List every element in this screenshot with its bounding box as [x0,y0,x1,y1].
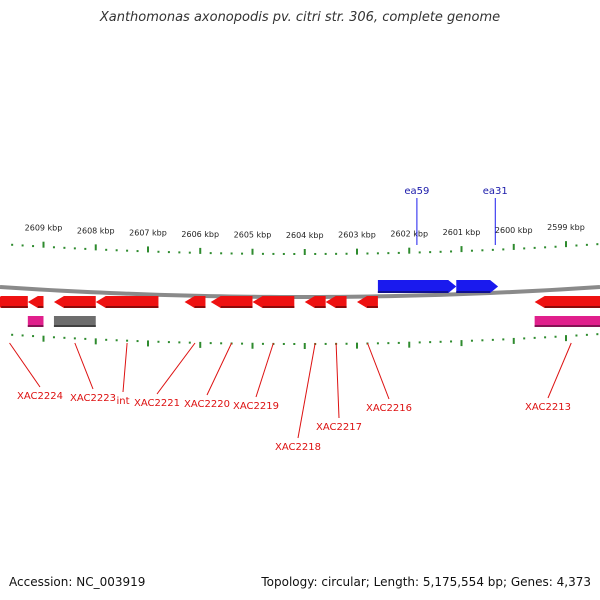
secondary-feature [53,316,96,327]
gene-arrow [534,296,600,308]
gene-leader [297,342,316,439]
gene-label: XAC2213 [525,402,571,413]
gene-label: int [116,396,129,407]
scale-label: 2603 kbp [338,231,376,240]
secondary-feature [27,316,44,327]
gene-leader [9,342,41,388]
forward-feature-arrow [456,280,499,293]
gene-arrow [27,296,44,308]
gene-leader [206,342,233,396]
gene-arrow [357,296,378,308]
gene-label: XAC2224 [17,391,63,402]
scale-ticks-top [11,241,599,255]
gene-arrow [95,296,159,308]
scale-label: 2602 kbp [390,230,428,239]
genome-title: Xanthomonas axonopodis pv. citri str. 30… [99,10,501,25]
forward-features [377,280,499,293]
forward-feature-arrow [377,280,457,293]
gene-arrow [252,296,295,308]
secondary-feature [534,316,600,327]
accession-text: Accession: NC_003919 [9,575,146,589]
scale-ticks-bottom [11,333,599,349]
gene-label: XAC2221 [134,398,180,409]
reverse-genes [0,296,600,308]
scale-labels: 2609 kbp 2608 kbp 2607 kbp 2606 kbp 2605 kbp… [25,223,585,240]
label-leaders [9,198,572,439]
scale-label: 2607 kbp [129,228,167,237]
scale-label: 2608 kbp [77,226,115,235]
gene-leader [74,342,94,390]
gene-label: XAC2220 [184,399,230,410]
gene-label: XAC2216 [366,403,412,414]
gene-label: XAC2223 [70,393,116,404]
gene-label: XAC2218 [275,442,321,453]
feature-label: ea31 [483,186,508,197]
gene-leader [335,342,340,419]
gene-arrow [304,296,326,308]
gene-leader [366,342,390,400]
gene-leader [255,342,274,398]
gene-arrow [53,296,96,308]
gene-arrow [184,296,206,308]
gene-arrow [0,296,28,308]
scale-label: 2609 kbp [25,224,63,233]
gene-leader [122,342,128,393]
gene-label: XAC2219 [233,401,279,412]
gene-leader [156,342,196,395]
gene-arrow [210,296,253,308]
gene-leader [547,342,572,399]
gene-label: XAC2217 [316,422,362,433]
scale-label: 2600 kbp [495,226,533,235]
gene-arrow [325,296,347,308]
feature-label: ea59 [404,186,429,197]
scale-label: 2606 kbp [181,230,219,239]
scale-label: 2599 kbp [547,223,585,232]
scale-label: 2604 kbp [286,231,324,240]
scale-label: 2601 kbp [443,228,481,237]
genome-backbone [0,285,600,300]
secondary-tracks [27,316,600,327]
scale-label: 2605 kbp [234,231,272,240]
genome-summary: Topology: circular; Length: 5,175,554 bp… [261,575,591,589]
